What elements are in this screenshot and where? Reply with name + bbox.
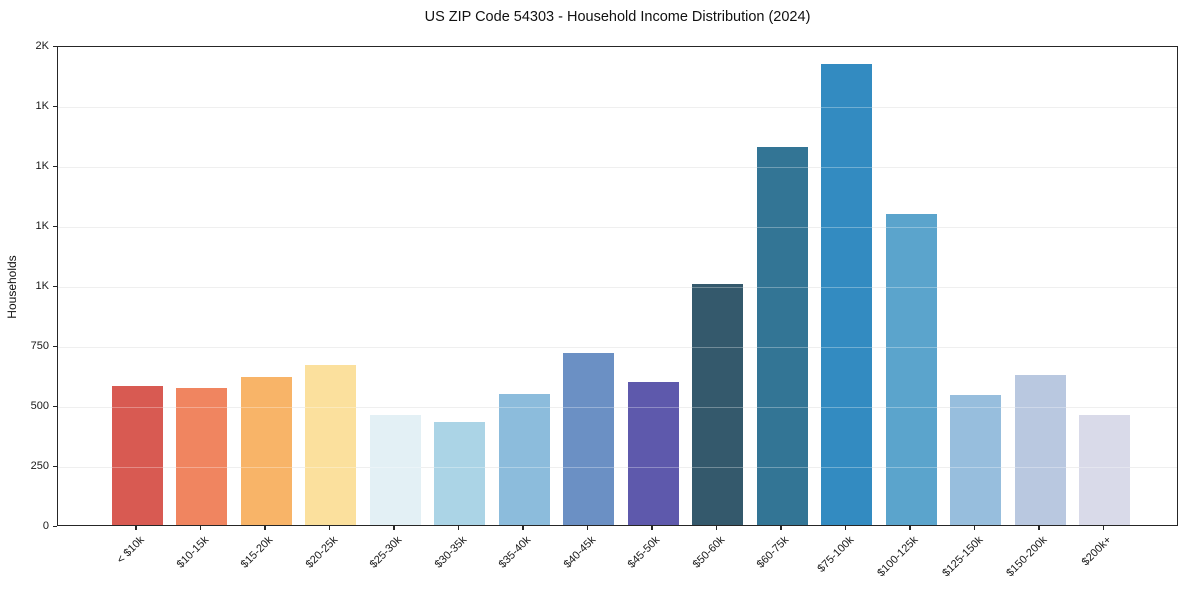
- gridline-750: [58, 346, 1177, 348]
- y-tick-mark-1750: [53, 105, 57, 107]
- y-tick-mark-750: [53, 345, 57, 347]
- x-tick-mark-6: [522, 526, 524, 530]
- y-tick-label-0: 0: [42, 519, 49, 532]
- x-tick-label-4: $25-30k: [367, 534, 405, 571]
- bar-150-200k: [1014, 375, 1066, 525]
- y-tick-mark-2000: [53, 45, 57, 47]
- y-tick-mark-500: [53, 405, 57, 407]
- gridline-500: [58, 406, 1177, 408]
- x-tick-mark-9: [715, 526, 718, 530]
- x-tick-mark-3: [328, 526, 331, 530]
- x-tick-label-11: $75-100k: [815, 534, 856, 575]
- y-tick-label-1000: 1K: [35, 279, 49, 292]
- x-tick-label-7: $40-45k: [561, 534, 598, 571]
- x-tick-label-10: $60-75k: [754, 534, 792, 571]
- x-tick-mark-14: [1038, 526, 1040, 530]
- x-tick-mark-12: [909, 526, 911, 530]
- bar-15-20k: [240, 377, 292, 525]
- bar-10k: [111, 385, 163, 525]
- gridline-250: [58, 466, 1177, 468]
- bar-25-30k: [369, 414, 421, 525]
- gridline-1750: [58, 106, 1177, 108]
- x-tick-mark-10: [780, 526, 782, 530]
- gridline-1000: [58, 286, 1177, 288]
- y-tick-mark-1000: [53, 285, 57, 287]
- x-tick-mark-15: [1102, 526, 1105, 530]
- y-tick-label-2000: 2K: [35, 39, 49, 52]
- plot-area: [57, 46, 1178, 526]
- bar-50-60k: [692, 283, 743, 525]
- gridline-1000: [58, 286, 1177, 288]
- gridline-1500: [58, 166, 1177, 168]
- bar-40-45k: [563, 353, 614, 525]
- gridline-1750: [58, 106, 1177, 108]
- x-tick-mark-1: [199, 526, 202, 530]
- x-tick-mark-8: [651, 526, 653, 530]
- bar-30-35k: [434, 421, 485, 525]
- x-tick-mark-11: [844, 526, 847, 530]
- x-tick-label-14: $150-200k: [1004, 534, 1050, 580]
- bar-60-75k: [756, 147, 808, 525]
- y-tick-mark-1500: [53, 165, 57, 167]
- bar-100-125k: [885, 214, 937, 525]
- y-tick-mark-250: [53, 465, 57, 467]
- x-tick-label-8: $45-50k: [625, 534, 663, 571]
- y-tick-mark-0: [53, 525, 57, 527]
- y-tick-label-750: 750: [30, 339, 49, 352]
- x-tick-label-15: $200k+: [1079, 534, 1114, 569]
- gridline-250: [58, 466, 1177, 468]
- x-tick-label-0: < $10k: [114, 534, 147, 567]
- y-tick-label-1250: 1K: [35, 219, 49, 232]
- gridline-1250: [58, 226, 1177, 228]
- x-tick-mark-5: [457, 526, 460, 530]
- gridline-750: [58, 346, 1177, 348]
- x-tick-label-9: $50-60k: [690, 534, 727, 571]
- bar-10-15k: [176, 388, 227, 525]
- bar-45-50k: [627, 382, 679, 525]
- bar-20-25k: [305, 365, 356, 525]
- gridline-1500: [58, 166, 1177, 168]
- gridline-1250: [58, 226, 1177, 228]
- gridline-500: [58, 406, 1177, 408]
- x-tick-label-2: $15-20k: [238, 534, 276, 571]
- x-tick-label-3: $20-25k: [303, 534, 340, 571]
- bar-200k+: [1079, 414, 1130, 525]
- x-tick-mark-13: [973, 526, 976, 530]
- y-tick-label-250: 250: [30, 459, 49, 472]
- y-tick-label-1750: 1K: [35, 99, 49, 112]
- bar-125-150k: [950, 395, 1001, 525]
- x-tick-label-13: $125-150k: [939, 534, 985, 580]
- y-tick-label-500: 500: [30, 399, 49, 412]
- x-tick-mark-0: [135, 526, 137, 530]
- y-tick-mark-1250: [53, 225, 57, 227]
- x-tick-mark-7: [586, 526, 589, 530]
- x-tick-label-5: $30-35k: [432, 534, 469, 571]
- x-tick-mark-4: [393, 526, 395, 530]
- chart-title: US ZIP Code 54303 - Household Income Dis…: [424, 9, 811, 25]
- x-tick-mark-2: [264, 526, 266, 530]
- bar-75-100k: [821, 64, 872, 525]
- y-tick-label-1500: 1K: [35, 159, 49, 172]
- x-tick-label-6: $35-40k: [496, 534, 534, 571]
- x-tick-label-1: $10-15k: [174, 534, 211, 571]
- bar-35-40k: [498, 394, 550, 525]
- x-tick-label-12: $100-125k: [875, 534, 921, 580]
